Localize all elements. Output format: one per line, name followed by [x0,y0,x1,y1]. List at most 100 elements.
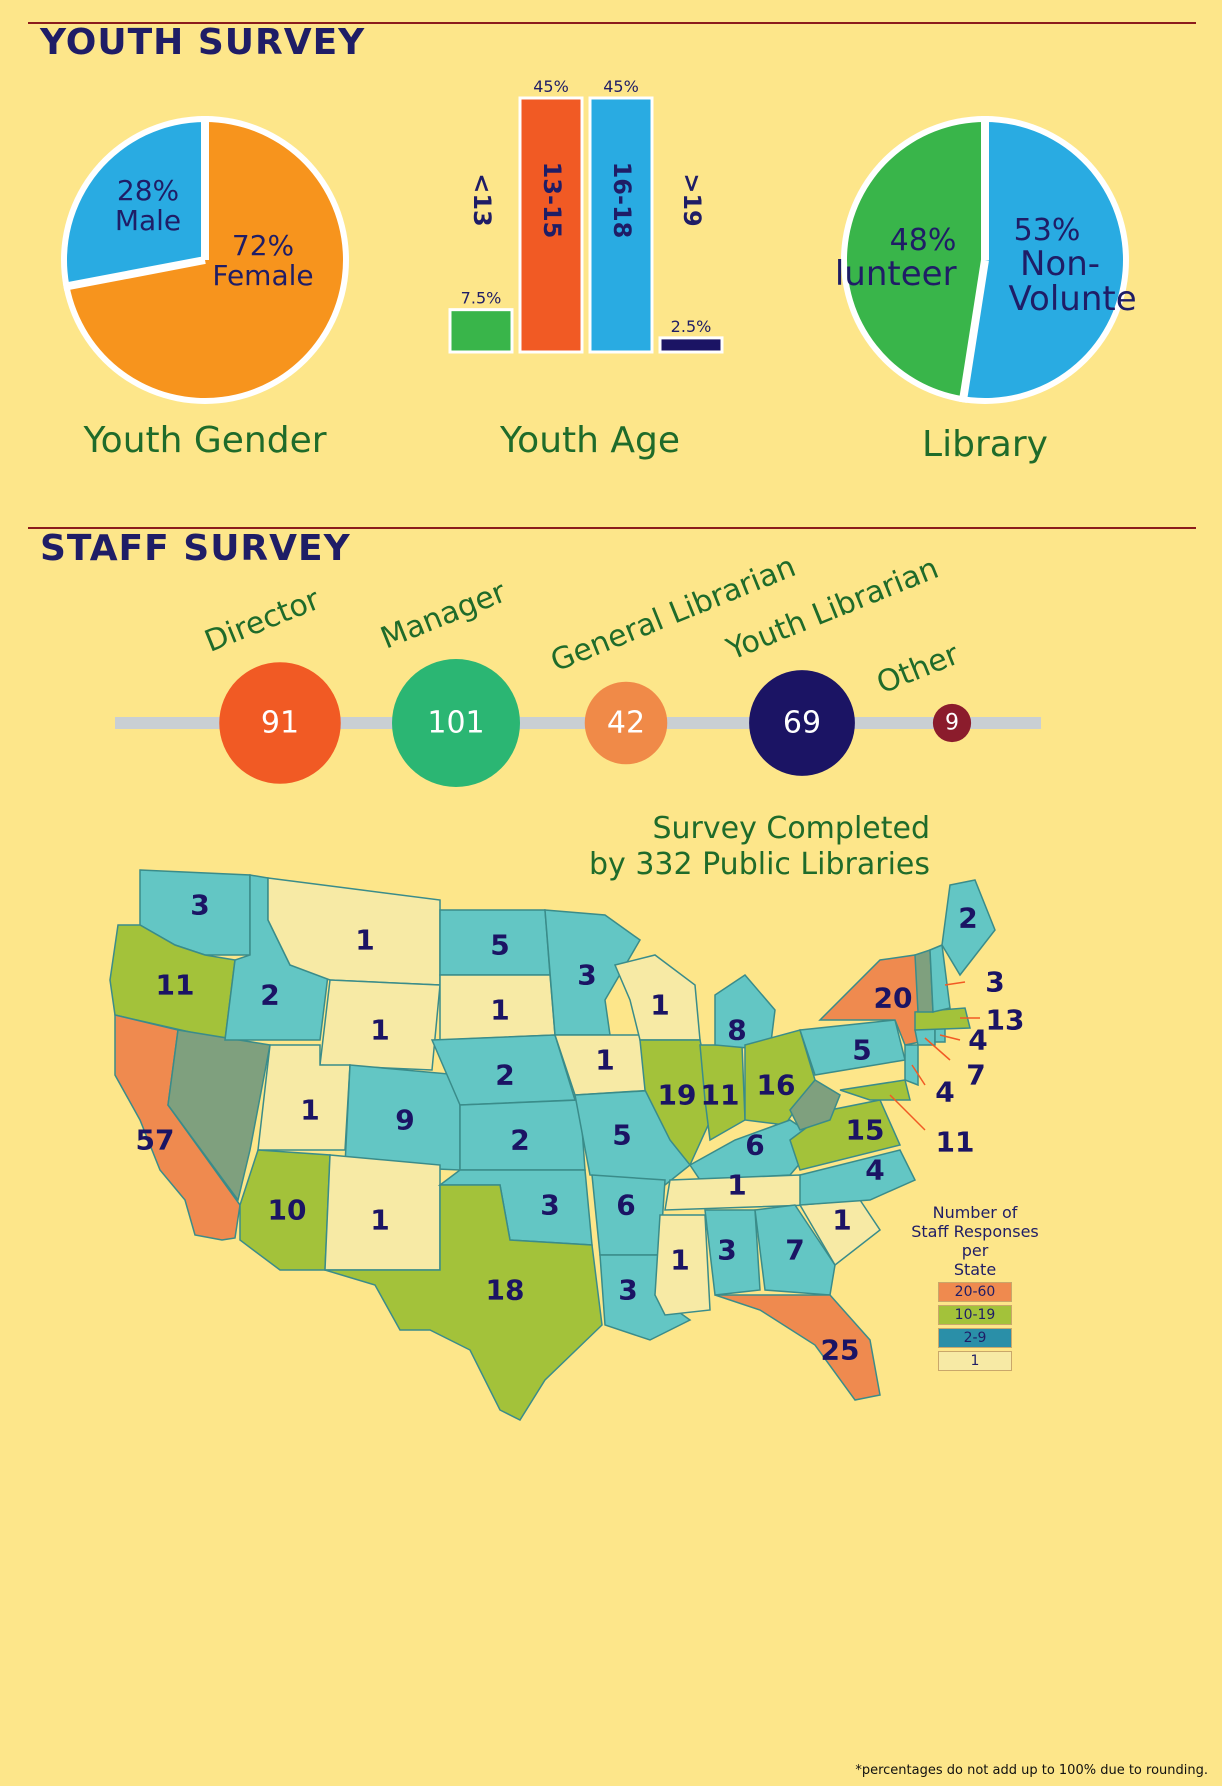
age-value-label-0: 7.5% [461,289,502,308]
state-md [839,1079,911,1101]
youth-age-caption: Youth Age [499,420,681,461]
legend-swatch-20-60: 20-60 [938,1282,1012,1302]
volunteer-label: Volunteer [835,254,957,294]
state-ga [754,1204,836,1296]
state-value-mt: 1 [355,924,374,957]
state-me [941,879,996,977]
state-value-ri: 4 [968,1024,987,1057]
middle-rule [28,527,1196,529]
state-value-wa: 3 [190,889,209,922]
state-value-me: 2 [958,902,977,935]
state-ms [654,1214,711,1316]
state-nv [167,1029,271,1202]
state-value-in: 11 [701,1079,740,1112]
age-category-label-3: >19 [678,173,706,227]
state-value-co: 9 [395,1104,414,1137]
staff-value-3: 69 [783,706,821,741]
non-volunteer-label-line1: Non- [1020,244,1100,284]
state-mi [714,974,776,1051]
state-value-ia: 1 [595,1044,614,1077]
state-value-la: 3 [618,1274,637,1307]
age-bar-3 [658,336,724,354]
pie-slice-male [66,122,205,286]
state-value-ky: 6 [745,1129,764,1162]
state-value-ut: 1 [300,1094,319,1127]
top-rule [28,22,1196,24]
state-nc [799,1149,917,1206]
state-value-sd: 1 [490,994,509,1027]
legend-swatch-2-9: 2-9 [938,1328,1012,1348]
library-pie: 48% Volunteer 53% Non- Volunteer [835,116,1135,404]
state-value-wi: 1 [650,989,669,1022]
state-value-ok: 3 [540,1189,559,1222]
state-tx [324,1184,603,1421]
male-pct-label: 28% [117,174,179,207]
state-value-sc: 1 [832,1204,851,1237]
female-label: Female [212,259,313,292]
state-wy [319,979,441,1071]
map-title-line1: Survey Completed [652,811,930,846]
non-volunteer-pct-label: 53% [1014,213,1081,248]
youth-age-bar-chart: 7.5% <13 45% 13-15 45% 16-18 2.5% >19 [448,77,724,354]
age-category-label-2: 16-18 [608,162,636,239]
state-nh [929,943,951,1013]
state-value-ct: 7 [966,1059,985,1092]
age-bar-2 [588,96,654,354]
female-pct-label: 72% [232,229,294,262]
state-value-nd: 5 [490,929,509,962]
state-value-il: 19 [658,1079,697,1112]
state-value-ga: 7 [785,1234,804,1267]
state-value-al: 3 [717,1234,736,1267]
staff-value-1: 101 [427,706,484,741]
age-value-label-2: 45% [603,77,639,96]
footnote: *percentages do not add up to 100% due t… [855,1763,1208,1778]
staff-value-2: 42 [607,706,645,741]
legend-swatch-10-19: 10-19 [938,1305,1012,1325]
youth-gender-caption: Youth Gender [83,420,327,461]
state-value-id: 2 [260,979,279,1012]
state-value-ny: 20 [874,982,913,1015]
state-value-or: 11 [156,969,195,1002]
state-value-nm: 1 [370,1204,389,1237]
state-value-va: 15 [846,1114,885,1147]
state-value-fl: 25 [821,1334,860,1367]
age-category-label-0: <13 [468,173,496,227]
volunteer-pct-label: 48% [890,223,957,258]
staff-value-4: 9 [945,711,959,736]
state-value-ne: 2 [495,1059,514,1092]
map-title: Survey Completed by 332 Public Libraries [589,811,930,882]
staff-value-0: 91 [261,706,299,741]
staff-bubble-1 [392,659,520,787]
pie-slice-non-volunteer [963,122,1123,398]
male-label: Male [115,204,181,237]
state-value-nj: 4 [935,1076,954,1109]
state-value-az: 10 [268,1194,307,1227]
staff-bubble-2 [584,681,668,765]
state-value-ks: 2 [510,1124,529,1157]
age-bar-0 [448,308,514,354]
state-value-oh: 16 [757,1069,796,1102]
legend-title: Number of Staff Responses per State [911,1203,1039,1279]
pie-slice-volunteer [846,122,985,397]
legend-swatch-1: 1 [938,1351,1012,1371]
staff-bubble-0 [219,662,341,784]
state-value-nc: 4 [865,1154,884,1187]
state-value-ar: 6 [616,1189,635,1222]
age-category-label-1: 13-15 [538,162,566,239]
state-value-tn: 1 [727,1169,746,1202]
age-value-label-3: 2.5% [671,317,712,336]
map-legend: Number of Staff Responses per State 20-60 … [910,1203,1040,1371]
state-value-nh: 3 [985,966,1004,999]
state-value-mn: 3 [577,959,596,992]
state-value-mo: 5 [612,1119,631,1152]
map-title-line2: by 332 Public Libraries [589,847,930,882]
youth-gender-pie: 28% Male 72% Female [61,116,349,404]
state-al [704,1209,761,1296]
staff-survey-title: STAFF SURVEY [40,528,351,569]
staff-bubble-4 [932,703,972,743]
staff-bubble-3 [749,670,855,776]
state-value-ms: 1 [670,1244,689,1277]
state-value-ma: 13 [986,1004,1025,1037]
